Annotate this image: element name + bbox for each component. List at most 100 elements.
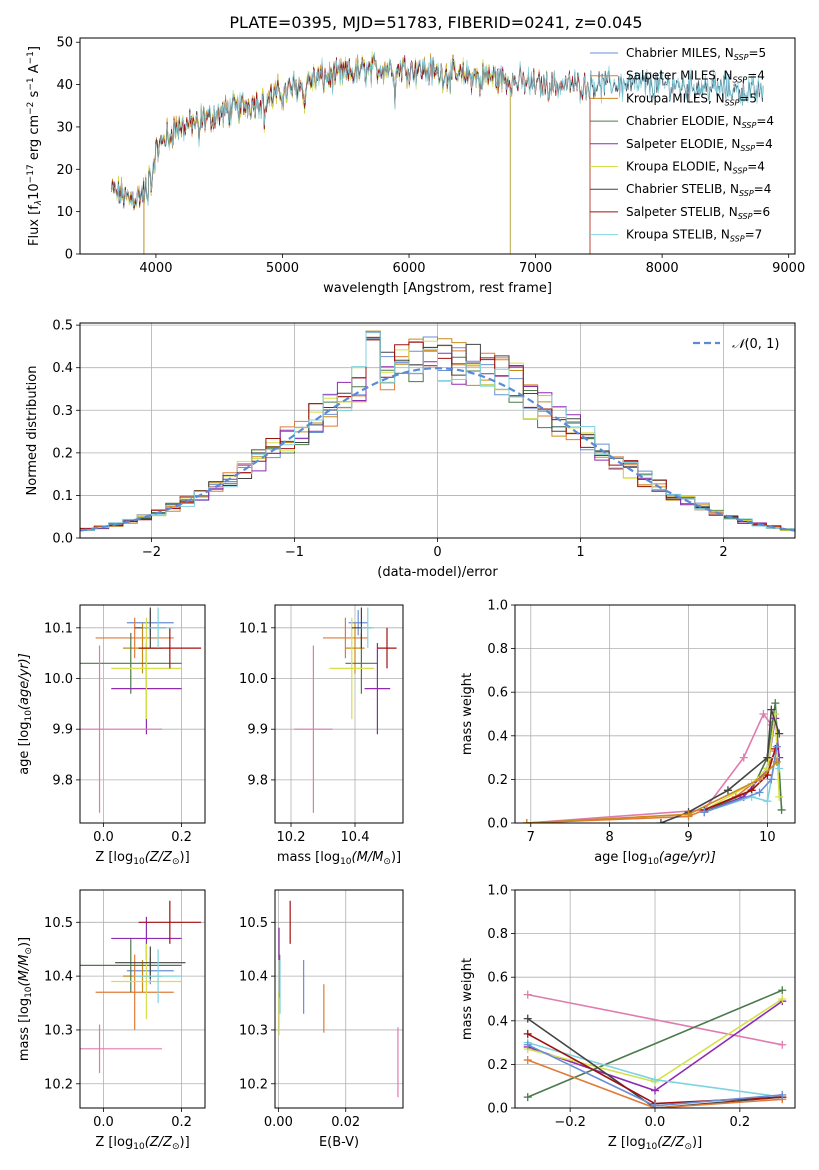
age-vs-z-plot-area [80,607,202,813]
errorbar-point-pink [80,645,163,813]
x-axis-label: E(B-V) [319,1135,359,1150]
x-tick-label: 0.02 [331,1115,360,1130]
weight-marker-kroupa_stelib [775,764,784,773]
y-tick-label: 10.0 [44,672,73,687]
y-tick-label: 10.1 [44,621,73,636]
x-tick-label: −0.2 [554,1115,586,1130]
mass-weight-vs-z-panel: −0.2 0.0 0.2 0.0 0.2 0.4 0.6 0.8 1.0 Z [log10(Z/Z… [460,884,796,1152]
y-tick-label: 0.2 [487,773,508,788]
axes-frame [79,604,206,824]
weight-marker-chabrier_elodie [523,1093,532,1102]
y-tick-label: 0.2 [487,1058,508,1073]
y-tick-label: 0.5 [52,319,73,334]
weight-marker-salpeter_miles [523,1056,532,1065]
weight-marker-chabrier_elodie [777,805,786,814]
weight-line-kroupa_miles [526,761,778,823]
axes-frame [79,37,796,255]
weight-marker-chabrier_stelib [723,786,732,795]
y-tick-label: 1.0 [487,599,508,614]
x-tick-label: 1 [576,545,584,560]
y-tick-label: 30 [56,120,73,135]
errorbar-point-chabrier_elodie [80,632,182,694]
y-tick-label: 0.0 [52,532,73,547]
errorbar-point-salpeter_miles [95,617,174,659]
weight-marker-pink [739,753,748,762]
weight-line-pink [527,993,783,1046]
weight-line-pink [526,712,772,823]
weight-line-chabrier_elodie [527,989,783,1098]
legend-label-normal: 𝒩(0, 1) [732,337,779,352]
weight-marker-pink [523,990,532,999]
y-axis-label: age [log10(age/yr)] [17,653,34,775]
spectrum-series-salpeter_stelib [111,56,591,254]
weight-marker-kroupa_elodie [775,792,784,801]
errorbar-point-pink [80,1024,163,1074]
weight-marker-kroupa_stelib [651,1075,659,1084]
y-tick-label: 50 [56,36,73,51]
x-tick-label: 10 [759,830,776,845]
y-tick-label: 10.2 [44,1077,73,1092]
y-tick-label: 10.5 [44,916,73,931]
axes-frame [514,889,796,1109]
axes-frame [79,322,796,539]
y-tick-label: 0.8 [487,927,508,942]
x-tick-label: 2 [719,545,727,560]
y-tick-label: 0.0 [487,1102,508,1117]
residual-histogram-panel: −2 −1 0 1 2 0.0 0.1 0.2 0.3 0.4 0.5 (data-model)/er… [25,319,796,580]
mass-weight-vs-age-plot-area [522,699,786,823]
legend-label-chabrier_elodie: Chabrier ELODIE, NSSP=4 [626,114,774,130]
age-vs-mass-panel: 10.2 10.4 9.8 9.9 10.0 10.1 mass [log10(M/M⊙)] [239,604,404,867]
y-tick-label: 0.2 [52,446,73,461]
x-tick-label: 9000 [772,261,805,276]
weight-marker-pink [778,1040,787,1049]
y-tick-label: 10.1 [239,621,268,636]
legend-label-kroupa_elodie: Kroupa ELODIE, NSSP=4 [626,160,765,176]
x-tick-label: 7000 [519,261,552,276]
legend-label-chabrier_stelib: Chabrier STELIB, NSSP=4 [626,182,771,198]
y-tick-label: 0.8 [487,642,508,657]
x-axis-label: Z [log10(Z/Z⊙)] [95,850,189,867]
x-tick-label: 5000 [266,261,299,276]
weight-marker-salpeter_stelib [523,1029,532,1038]
mass-weight-vs-z-plot-area [523,986,787,1108]
histogram-series-kroupa_stelib [80,332,795,538]
y-tick-label: 0.1 [52,489,73,504]
x-tick-label: −2 [142,545,161,560]
errorbar-point-kroupa_stelib [142,607,174,649]
x-tick-label: −1 [285,545,304,560]
axes-frame [274,889,404,1109]
errorbar-point-salpeter_miles [95,954,174,1030]
weight-marker-chabrier_elodie [778,986,787,995]
weight-line-salpeter_miles [526,750,777,823]
errorbar-point-salpeter_stelib [138,627,202,669]
axes-frame [274,604,404,824]
y-tick-label: 10.0 [239,672,268,687]
weight-marker-pink [759,710,768,718]
errorbar-point-kroupa_elodie [111,617,182,720]
legend-label-salpeter_stelib: Salpeter STELIB, NSSP=6 [626,205,770,221]
x-tick-label: 0.0 [645,1115,666,1130]
y-tick-label: 0.3 [52,404,73,419]
mass-weight-vs-age-panel: 7 8 9 10 0.0 0.2 0.4 0.6 0.8 1.0 age [log10(age/yr… [460,599,796,867]
errorbar-point-salpeter_stelib [377,627,397,669]
x-axis-label: mass [log10(M/M⊙)] [277,850,401,867]
mass-vs-z-plot-area [80,900,202,1074]
residual-histogram-plot-area [80,330,795,538]
x-axis-label: age [log10(age/yr)] [594,850,716,867]
errorbar-point-chabrier_stelib [115,946,186,979]
weight-marker-chabrier_miles [523,1040,532,1049]
weight-line-salpeter_miles [527,1059,783,1108]
y-tick-label: 0.4 [487,729,508,744]
weight-marker-kroupa_miles [755,775,764,784]
weight-marker-chabrier_miles [755,788,764,797]
normal-curve [80,367,795,532]
weight-marker-chabrier_stelib [763,753,772,762]
spectrum-series-kroupa_stelib [111,52,764,207]
x-tick-label: 8000 [646,261,679,276]
errorbar-point-salpeter_stelib [138,900,202,944]
y-tick-label: 0.0 [487,817,508,832]
x-tick-label: 0.2 [730,1115,751,1130]
x-tick-label: 0 [433,545,441,560]
axes-frame [79,889,206,1109]
weight-marker-kroupa_miles [522,819,531,823]
